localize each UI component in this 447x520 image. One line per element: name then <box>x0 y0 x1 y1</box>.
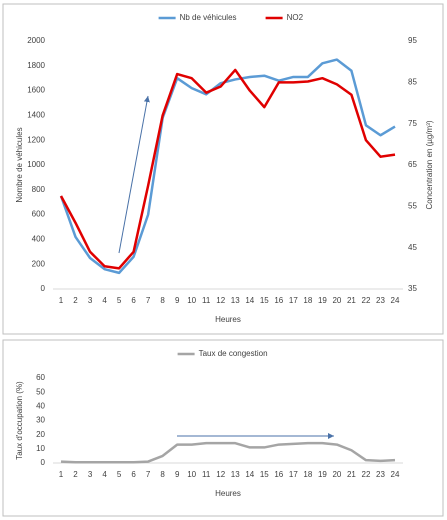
legend-label: Taux de congestion <box>199 349 268 358</box>
x-tick-label: 1 <box>59 470 64 479</box>
x-tick-label: 4 <box>102 470 107 479</box>
y-tick-label: 1800 <box>27 61 45 70</box>
x-tick-label: 2 <box>73 296 78 305</box>
x-tick-label: 4 <box>102 296 107 305</box>
y2-tick-label: 35 <box>408 284 417 293</box>
x-tick-label: 7 <box>146 470 151 479</box>
series-line <box>59 58 396 275</box>
x-tick-label: 5 <box>117 296 122 305</box>
y-tick-label: 50 <box>36 387 45 396</box>
x-tick-label: 19 <box>318 296 327 305</box>
x-tick-label: 11 <box>202 296 211 305</box>
x-tick-label: 5 <box>117 470 122 479</box>
y-tick-label: 30 <box>36 416 45 425</box>
y2-tick-label: 75 <box>408 119 417 128</box>
x-tick-label: 12 <box>216 470 225 479</box>
x-tick-label: 22 <box>362 296 371 305</box>
y-tick-label: 800 <box>32 185 46 194</box>
y-tick-label: 1000 <box>27 160 45 169</box>
x-tick-label: 17 <box>289 296 298 305</box>
y-axis-title: Taux d'occupation (%) <box>15 381 24 460</box>
chart-frame <box>2 339 444 517</box>
x-tick-label: 11 <box>202 470 211 479</box>
x-tick-label: 23 <box>376 470 385 479</box>
y-tick-label: 20 <box>36 430 45 439</box>
x-tick-label: 8 <box>160 470 165 479</box>
x-tick-label: 17 <box>289 470 298 479</box>
x-tick-label: 16 <box>274 296 283 305</box>
x-tick-label: 20 <box>332 470 341 479</box>
x-tick-label: 3 <box>88 296 93 305</box>
x-tick-label: 10 <box>187 296 196 305</box>
x-axis-title: Heures <box>215 489 241 498</box>
x-tick-label: 18 <box>303 470 312 479</box>
x-tick-label: 2 <box>73 470 78 479</box>
y-axis-title: Nombre de véhicules <box>15 127 24 202</box>
legend-label: Nb de véhicules <box>180 13 237 22</box>
x-tick-label: 19 <box>318 470 327 479</box>
x-tick-label: 9 <box>175 296 180 305</box>
y2-axis-title: Concentration en (µg/m³) <box>425 120 434 209</box>
y-tick-label: 600 <box>32 210 46 219</box>
series-line <box>59 68 396 270</box>
x-tick-label: 16 <box>274 470 283 479</box>
x-tick-label: 13 <box>231 470 240 479</box>
x-tick-label: 14 <box>245 470 254 479</box>
y2-tick-label: 55 <box>408 201 417 210</box>
x-tick-label: 7 <box>146 296 151 305</box>
x-tick-label: 12 <box>216 296 225 305</box>
y-tick-label: 2000 <box>27 36 45 45</box>
x-tick-label: 6 <box>131 470 136 479</box>
annotation-arrow <box>118 95 150 254</box>
x-tick-label: 10 <box>187 470 196 479</box>
chart-frame <box>2 3 444 335</box>
x-axis-title: Heures <box>215 315 241 324</box>
x-tick-label: 18 <box>303 296 312 305</box>
x-tick-label: 13 <box>231 296 240 305</box>
y2-tick-label: 65 <box>408 160 417 169</box>
y-tick-label: 1600 <box>27 86 45 95</box>
series-line <box>60 441 396 464</box>
y-tick-label: 400 <box>32 235 46 244</box>
legend-label: NO2 <box>287 13 304 22</box>
y-tick-label: 0 <box>41 458 46 467</box>
x-tick-label: 23 <box>376 296 385 305</box>
y2-tick-label: 45 <box>408 243 417 252</box>
y-tick-label: 1400 <box>27 111 45 120</box>
x-tick-label: 6 <box>131 296 136 305</box>
x-tick-label: 3 <box>88 470 93 479</box>
y-tick-label: 1200 <box>27 135 45 144</box>
x-tick-label: 8 <box>160 296 165 305</box>
y-tick-label: 10 <box>36 444 45 453</box>
x-tick-label: 1 <box>59 296 64 305</box>
y-tick-label: 60 <box>36 373 45 382</box>
y-tick-label: 0 <box>41 284 46 293</box>
x-tick-label: 22 <box>362 470 371 479</box>
x-tick-label: 15 <box>260 296 269 305</box>
x-tick-label: 24 <box>391 296 400 305</box>
x-tick-label: 21 <box>347 296 356 305</box>
x-tick-label: 14 <box>245 296 254 305</box>
y-tick-label: 40 <box>36 401 45 410</box>
y2-tick-label: 85 <box>408 77 417 86</box>
x-tick-label: 21 <box>347 470 356 479</box>
x-tick-label: 24 <box>391 470 400 479</box>
x-tick-label: 9 <box>175 470 180 479</box>
y-tick-label: 200 <box>32 259 46 268</box>
x-tick-label: 20 <box>332 296 341 305</box>
y2-tick-label: 95 <box>408 36 417 45</box>
x-tick-label: 15 <box>260 470 269 479</box>
